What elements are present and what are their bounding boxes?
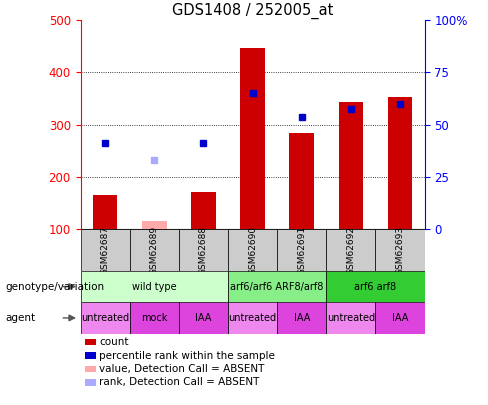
Title: GDS1408 / 252005_at: GDS1408 / 252005_at bbox=[172, 3, 333, 19]
Bar bbox=[289, 133, 314, 229]
Bar bbox=[339, 102, 363, 229]
Bar bbox=[326, 229, 375, 271]
Bar bbox=[387, 97, 412, 229]
Bar bbox=[326, 302, 375, 334]
Bar bbox=[179, 229, 228, 271]
Bar bbox=[228, 302, 277, 334]
Text: untreated: untreated bbox=[81, 313, 129, 323]
Bar bbox=[93, 195, 118, 229]
Text: GSM62691: GSM62691 bbox=[297, 226, 306, 275]
Text: count: count bbox=[99, 337, 128, 347]
Text: GSM62690: GSM62690 bbox=[248, 226, 257, 275]
Bar bbox=[375, 229, 425, 271]
Bar bbox=[142, 221, 166, 229]
Text: IAA: IAA bbox=[392, 313, 408, 323]
Bar bbox=[228, 271, 326, 302]
Text: untreated: untreated bbox=[228, 313, 277, 323]
Bar bbox=[326, 271, 425, 302]
Text: GSM62693: GSM62693 bbox=[395, 226, 405, 275]
Bar bbox=[277, 229, 326, 271]
Text: IAA: IAA bbox=[293, 313, 310, 323]
Text: wild type: wild type bbox=[132, 281, 177, 292]
Bar bbox=[277, 302, 326, 334]
Bar bbox=[130, 302, 179, 334]
Text: GSM62689: GSM62689 bbox=[150, 226, 159, 275]
Text: mock: mock bbox=[141, 313, 167, 323]
Bar bbox=[81, 271, 228, 302]
Text: rank, Detection Call = ABSENT: rank, Detection Call = ABSENT bbox=[99, 377, 260, 387]
Text: agent: agent bbox=[5, 313, 35, 323]
Bar bbox=[228, 229, 277, 271]
Text: genotype/variation: genotype/variation bbox=[5, 281, 104, 292]
Text: untreated: untreated bbox=[327, 313, 375, 323]
Text: value, Detection Call = ABSENT: value, Detection Call = ABSENT bbox=[99, 364, 264, 374]
Text: GSM62692: GSM62692 bbox=[346, 226, 355, 275]
Text: GSM62688: GSM62688 bbox=[199, 226, 208, 275]
Text: GSM62687: GSM62687 bbox=[101, 226, 110, 275]
Text: arf6 arf8: arf6 arf8 bbox=[354, 281, 396, 292]
Bar bbox=[81, 302, 130, 334]
Bar bbox=[375, 302, 425, 334]
Bar bbox=[191, 192, 216, 229]
Bar bbox=[179, 302, 228, 334]
Text: IAA: IAA bbox=[195, 313, 212, 323]
Text: percentile rank within the sample: percentile rank within the sample bbox=[99, 351, 275, 360]
Text: arf6/arf6 ARF8/arf8: arf6/arf6 ARF8/arf8 bbox=[230, 281, 324, 292]
Bar bbox=[240, 48, 265, 229]
Bar bbox=[81, 229, 130, 271]
Bar bbox=[130, 229, 179, 271]
